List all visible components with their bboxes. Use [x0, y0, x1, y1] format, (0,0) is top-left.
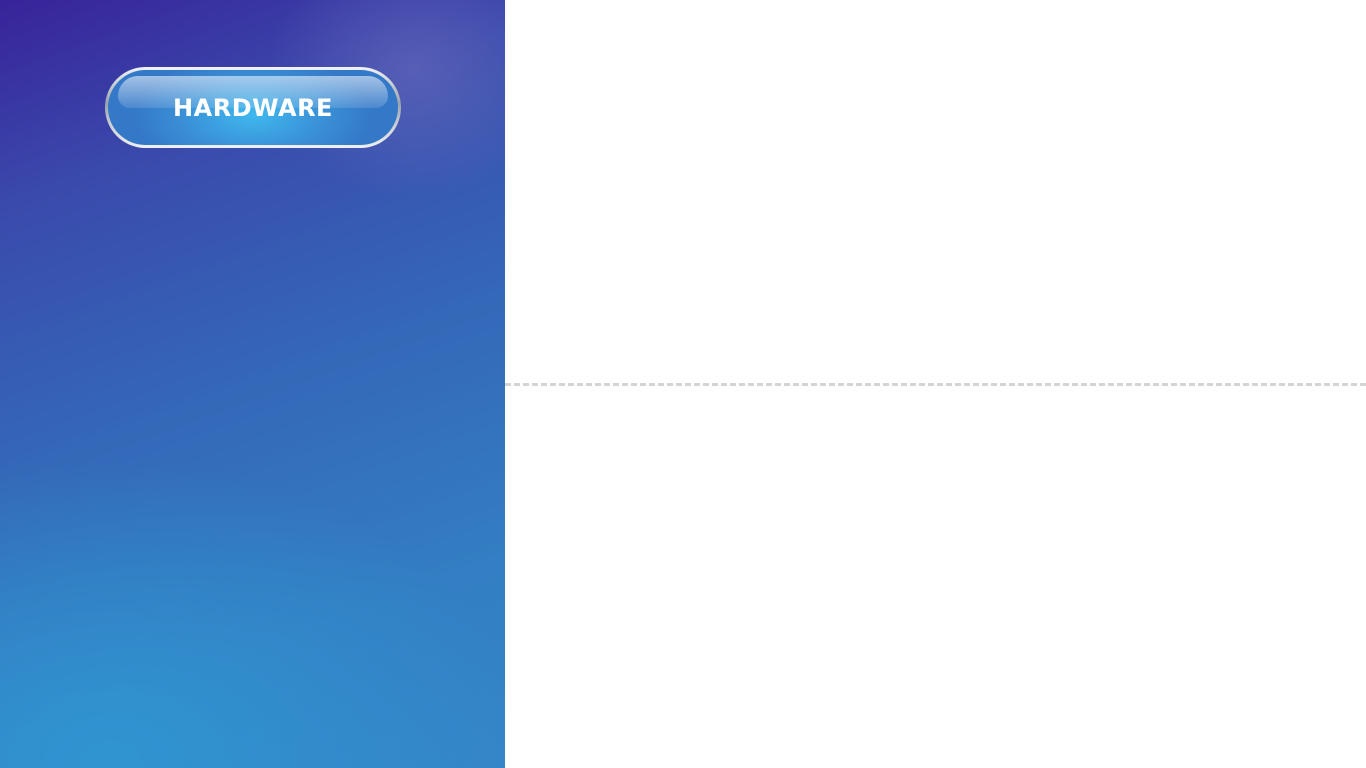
hardware-button-face: HARDWARE: [108, 70, 398, 145]
dashed-divider: [505, 383, 1366, 386]
button-gloss-highlight: [118, 76, 388, 108]
hardware-button-label: HARDWARE: [173, 93, 333, 122]
hardware-button[interactable]: HARDWARE: [105, 67, 401, 148]
left-gradient-panel: HARDWARE: [0, 0, 505, 768]
